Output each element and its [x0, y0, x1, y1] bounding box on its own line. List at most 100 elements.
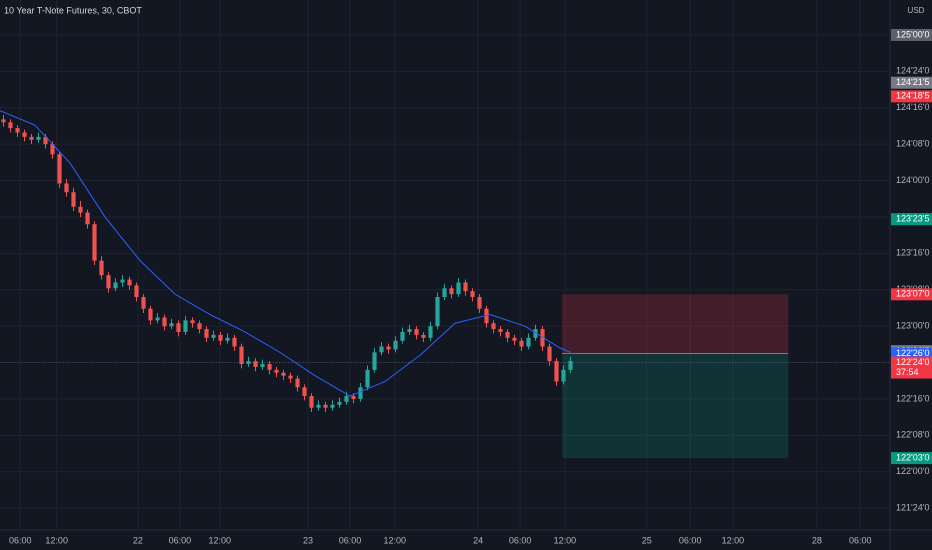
candle-body	[141, 297, 146, 309]
candle-body	[218, 334, 223, 341]
price-label: 122'24'0	[896, 357, 929, 367]
y-tick-label: 124'08'0	[896, 139, 929, 149]
candle-body	[148, 308, 153, 321]
candle-body	[512, 337, 517, 341]
candle-body	[71, 192, 76, 207]
candle-body	[78, 206, 83, 213]
candle-body	[533, 329, 538, 338]
y-tick-label: 121'24'0	[896, 503, 929, 513]
candle-body	[442, 288, 447, 298]
candle-body	[477, 297, 482, 309]
candle-body	[120, 279, 125, 283]
x-tick-label: 06:00	[339, 535, 362, 545]
candle-body	[57, 154, 62, 184]
candle-body	[246, 361, 251, 365]
price-label: 123'23'5	[896, 214, 929, 224]
candle-body	[400, 331, 405, 341]
candle-body	[281, 372, 286, 376]
candle-body	[365, 369, 370, 388]
candle-body	[386, 346, 391, 350]
candle-body	[183, 320, 188, 332]
x-tick-label: 06:00	[509, 535, 532, 545]
x-tick-label: 22	[133, 535, 143, 545]
candle-body	[64, 183, 69, 193]
candle-body	[435, 297, 440, 327]
candle-body	[155, 317, 160, 321]
candle-body	[169, 323, 174, 327]
candle-body	[260, 364, 265, 367]
candle-body	[519, 340, 524, 347]
candle-body	[344, 396, 349, 402]
price-label: 124'21'5	[896, 77, 929, 87]
candle-body	[288, 375, 293, 379]
candle-body	[225, 337, 230, 341]
candle-body	[540, 329, 545, 347]
candle-body	[337, 401, 342, 405]
moving-average	[0, 110, 571, 397]
candle-body	[99, 260, 104, 276]
chart-title: 10 Year T-Note Futures, 30, CBOT	[4, 5, 142, 15]
price-label-box	[891, 213, 932, 226]
candle-body	[204, 329, 209, 338]
x-tick-label: 23	[303, 535, 313, 545]
candle-body	[351, 396, 356, 399]
candle-body	[92, 224, 97, 261]
candle-body	[232, 337, 237, 347]
candle-body	[484, 308, 489, 324]
candle-body	[211, 334, 216, 338]
target-zone	[562, 294, 789, 354]
x-tick-label: 12:00	[722, 535, 745, 545]
candle-body	[106, 275, 111, 289]
candle-body	[36, 136, 41, 140]
candle-body	[267, 364, 272, 370]
candle-body	[491, 323, 496, 330]
y-tick-label: 124'16'0	[896, 102, 929, 112]
y-tick-label: 122'00'0	[896, 466, 929, 476]
x-tick-label: 06:00	[9, 535, 32, 545]
candle-body	[85, 212, 90, 225]
x-tick-label: 24	[473, 535, 483, 545]
candle-body	[449, 288, 454, 295]
candle-body	[414, 329, 419, 335]
candle-body	[197, 323, 202, 330]
candle-body	[8, 122, 13, 129]
candle-body	[323, 404, 328, 408]
price-label-box	[891, 76, 932, 89]
candle-body	[372, 352, 377, 370]
candle-body	[407, 329, 412, 332]
x-tick-label: 12:00	[384, 535, 407, 545]
currency[interactable]: USD	[908, 6, 925, 15]
candle-body	[113, 282, 118, 289]
candle-body	[43, 136, 48, 145]
price-label-box	[891, 28, 932, 41]
stop-zone	[562, 353, 789, 459]
candle-body	[302, 387, 307, 397]
x-tick-label: 06:00	[679, 535, 702, 545]
candle-body	[421, 334, 426, 338]
candle-body	[15, 128, 20, 133]
candle-body	[22, 132, 27, 137]
candle-body	[561, 369, 566, 382]
candle-body	[393, 340, 398, 350]
candle-body	[239, 346, 244, 365]
candle-body	[29, 136, 34, 140]
candle-body	[463, 282, 468, 292]
candle-body	[505, 331, 510, 338]
price-label-box	[891, 356, 932, 379]
candle-body	[568, 361, 573, 370]
candle-body	[526, 337, 531, 347]
candle-body	[309, 396, 314, 408]
countdown: 37:54	[896, 367, 919, 377]
x-tick-label: 28	[812, 535, 822, 545]
candle-body	[470, 291, 475, 298]
candle-body	[456, 282, 461, 295]
candle-body	[554, 361, 559, 382]
candle-body	[498, 329, 503, 332]
y-tick-label: 122'08'0	[896, 430, 929, 440]
y-tick-label: 122'16'0	[896, 393, 929, 403]
candle-body	[428, 326, 433, 338]
y-tick-label: 123'16'0	[896, 248, 929, 258]
candle-body	[295, 378, 300, 388]
candle-body	[50, 144, 55, 155]
